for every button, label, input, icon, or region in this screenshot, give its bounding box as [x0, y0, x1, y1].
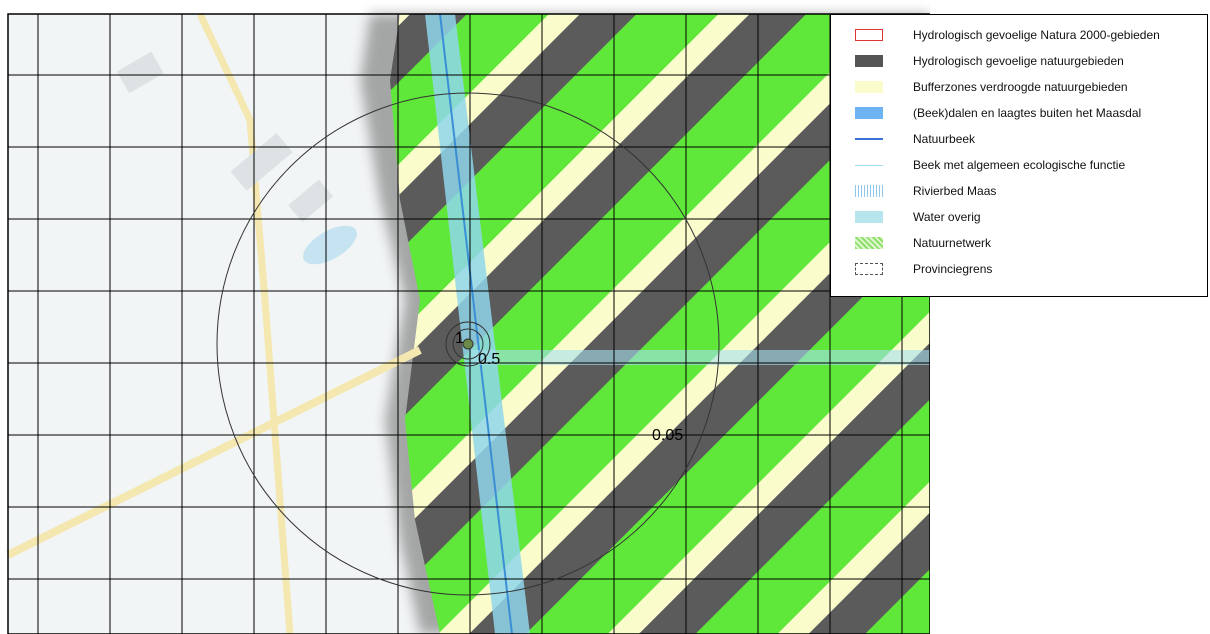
legend-label: Hydrologisch gevoelige natuurgebieden — [913, 54, 1124, 68]
legend-item: (Beek)dalen en laagtes buiten het Maasda… — [831, 103, 1141, 123]
legend-item: Natuurnetwerk — [831, 233, 991, 253]
road — [196, 12, 294, 634]
legend-label: Bufferzones verdroogde natuurgebieden — [913, 80, 1128, 94]
legend-label: Beek met algemeen ecologische functie — [913, 158, 1126, 172]
contour — [445, 321, 491, 367]
contour — [216, 92, 720, 596]
legend-item: Hydrologisch gevoelige Natura 2000-gebie… — [831, 25, 1160, 45]
legend-item: Natuurbeek — [831, 129, 975, 149]
legend-label: Hydrologisch gevoelige Natura 2000-gebie… — [913, 28, 1160, 42]
legend: Hydrologisch gevoelige Natura 2000-gebie… — [830, 14, 1208, 297]
pond — [303, 225, 357, 265]
road — [6, 346, 422, 559]
nature-network — [390, 14, 930, 634]
legend-label: Natuurbeek — [913, 132, 976, 146]
contour-label: 0.05 — [652, 427, 683, 444]
legend-label: Natuurnetwerk — [913, 236, 992, 250]
legend-item: Beek met algemeen ecologische functie — [831, 155, 1125, 175]
ditch — [470, 350, 930, 365]
legend-item: Water overig — [831, 207, 981, 227]
legend-label: Rivierbed Maas — [913, 184, 997, 198]
legend-label: Provinciegrens — [913, 262, 993, 276]
contour — [452, 328, 484, 360]
legend-label: Water overig — [913, 210, 981, 224]
contour-label: 1 — [455, 330, 464, 347]
contour-label: 0.5 — [478, 351, 500, 368]
map-frame — [7, 13, 930, 634]
legend-item: Provinciegrens — [831, 259, 992, 279]
legend-item: Hydrologisch gevoelige natuurgebieden — [831, 51, 1124, 71]
grid — [8, 14, 930, 634]
legend-label: (Beek)dalen en laagtes buiten het Maasda… — [913, 106, 1142, 120]
stream — [439, 13, 513, 634]
legend-item: Rivierbed Maas — [831, 181, 996, 201]
map: 1 0.5 0.05 — [6, 12, 930, 634]
source-point — [462, 338, 474, 350]
legend-item: Bufferzones verdroogde natuurgebieden — [831, 77, 1128, 97]
